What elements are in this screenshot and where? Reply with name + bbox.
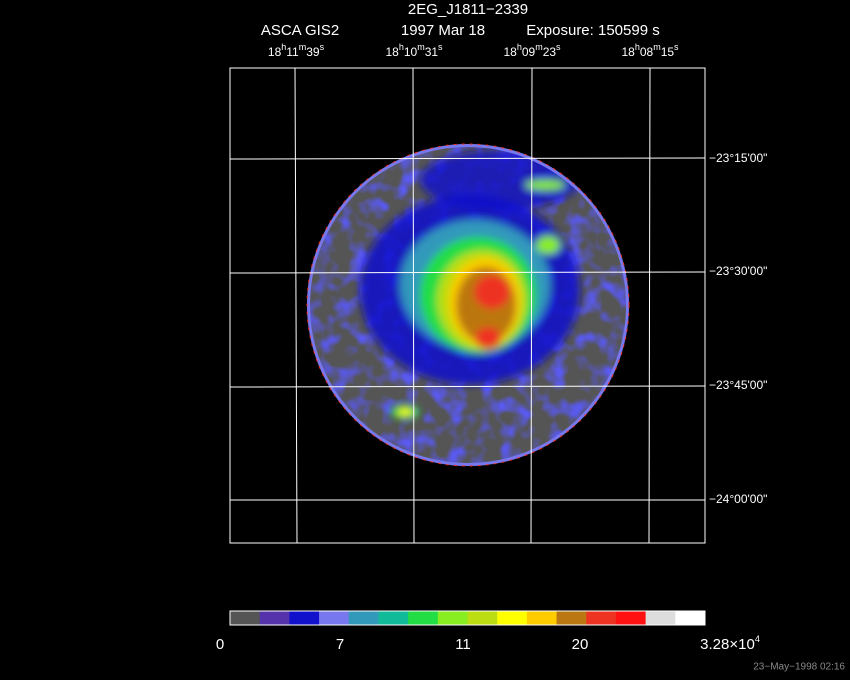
superscript: 4: [755, 634, 760, 644]
dec-label: −23°30'00": [709, 264, 767, 278]
text-part: 15: [661, 45, 675, 59]
text-part: 08: [640, 45, 654, 59]
title: 2EG_J1811−2339: [408, 1, 528, 18]
colorbar-cell: [230, 611, 261, 625]
colorbar-cell: [526, 611, 558, 625]
colorbar-cell: [378, 611, 409, 625]
colorbar-label: 0: [216, 636, 224, 653]
colorbar-cell: [556, 611, 587, 625]
text-part: 18: [385, 45, 399, 59]
text-part: 09: [522, 45, 536, 59]
text-part: 11: [286, 45, 299, 59]
superscript: h: [517, 42, 522, 52]
colorbar-label: 11: [455, 636, 471, 653]
x-ray-image: [307, 144, 629, 466]
colorbar-cell: [675, 611, 706, 625]
superscript: h: [399, 42, 404, 52]
superscript: m: [535, 42, 543, 52]
colorbar-label: 7: [336, 636, 344, 653]
superscript: m: [653, 42, 661, 52]
text-part: 20: [572, 636, 589, 653]
colorbar-cell: [497, 611, 528, 625]
superscript: s: [674, 42, 679, 52]
colorbar-cell: [586, 611, 617, 625]
colorbar-cell: [259, 611, 290, 625]
text-part: 18: [621, 45, 635, 59]
superscript: s: [556, 42, 561, 52]
colorbar-cell: [645, 611, 676, 625]
superscript: s: [320, 42, 325, 52]
image-rim: [306, 143, 630, 467]
colorbar-label: 20: [572, 636, 589, 653]
colorbar-cell: [319, 611, 350, 625]
dec-label: −23°15'00": [709, 151, 767, 165]
coordinate-grid: [229, 67, 706, 544]
ra-label: 18h10m31s: [385, 42, 443, 59]
text-part: 0: [216, 636, 224, 653]
text-part: 31: [425, 45, 439, 59]
dec-label: −23°45'00": [709, 378, 767, 392]
superscript: h: [281, 42, 286, 52]
exposure: Exposure: 150599 s: [526, 22, 659, 39]
dec-label: −24°00'00": [709, 492, 767, 506]
colorbar-cell: [437, 611, 468, 625]
colorbar-cell: [348, 611, 379, 625]
timestamp: 23−May−1998 02:16: [753, 662, 845, 673]
colorbar-cell: [289, 611, 320, 625]
text-part: 10: [404, 45, 418, 59]
colorbar-cell: [408, 611, 439, 625]
text-part: 18: [268, 45, 282, 59]
text-part: 18: [503, 45, 517, 59]
ra-label: 18h08m15s: [621, 42, 679, 59]
colorbar-cell: [615, 611, 647, 625]
colorbar-label: 3.28×104: [700, 634, 760, 653]
date: 1997 Mar 18: [401, 22, 485, 39]
text-part: 3.28×10: [700, 636, 755, 653]
text-part: 7: [336, 636, 344, 653]
superscript: h: [635, 42, 640, 52]
text-part: 23: [543, 45, 557, 59]
superscript: m: [417, 42, 425, 52]
frame: [229, 67, 706, 544]
instrument: ASCA GIS2: [261, 22, 339, 39]
superscript: m: [299, 42, 307, 52]
superscript: s: [438, 42, 443, 52]
ra-label: 18h09m23s: [503, 42, 561, 59]
colorbar-frame: [229, 610, 706, 626]
text-part: 11: [455, 636, 471, 653]
colorbar-cell: [467, 611, 498, 625]
ra-label: 18h11m39s: [268, 42, 325, 59]
text-part: 39: [306, 45, 320, 59]
